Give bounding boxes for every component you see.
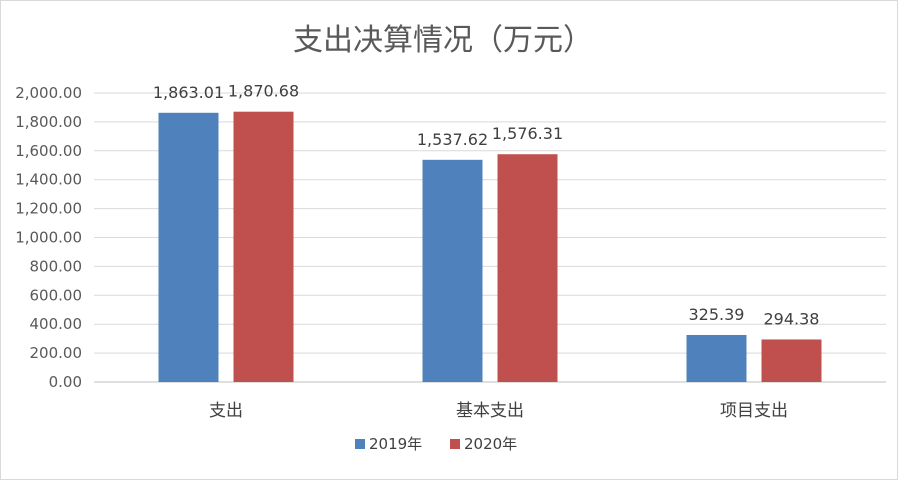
data-labels: 1,863.01 1,870.68 1,537.62 1,576.31 325.39 29… bbox=[153, 82, 820, 329]
data-label: 1,576.31 bbox=[492, 124, 563, 143]
legend: 2019年 2020年 bbox=[355, 435, 517, 453]
data-label: 1,863.01 bbox=[153, 83, 224, 102]
y-tick-label: 600.00 bbox=[30, 286, 83, 304]
legend-swatch bbox=[450, 439, 460, 449]
y-tick-label: 0.00 bbox=[49, 373, 82, 391]
bar-2019年 bbox=[422, 159, 483, 382]
y-tick-label: 400.00 bbox=[30, 315, 83, 333]
bar-2020年 bbox=[233, 111, 294, 382]
data-label: 325.39 bbox=[689, 305, 745, 324]
y-tick-label: 1,600.00 bbox=[15, 142, 82, 160]
data-label: 1,537.62 bbox=[417, 130, 488, 149]
data-label: 1,870.68 bbox=[228, 82, 299, 101]
legend-label: 2019年 bbox=[369, 435, 422, 453]
bar-2020年 bbox=[761, 339, 822, 382]
legend-label: 2020年 bbox=[464, 435, 517, 453]
y-tick-label: 800.00 bbox=[30, 257, 83, 275]
bar-2019年 bbox=[686, 334, 747, 382]
bar-2020年 bbox=[497, 154, 558, 382]
data-label: 294.38 bbox=[764, 309, 820, 328]
bars bbox=[158, 111, 822, 383]
y-tick-label: 1,400.00 bbox=[15, 171, 82, 189]
bar-2019年 bbox=[158, 112, 219, 383]
category-label: 基本支出 bbox=[456, 401, 524, 421]
y-tick-label: 200.00 bbox=[30, 344, 83, 362]
y-tick-label: 1,800.00 bbox=[15, 113, 82, 131]
y-tick-label: 1,000.00 bbox=[15, 229, 82, 247]
category-label: 项目支出 bbox=[720, 401, 788, 421]
category-label: 支出 bbox=[209, 401, 243, 421]
y-tick-label: 1,200.00 bbox=[15, 200, 82, 218]
x-axis-categories: 支出 基本支出 项目支出 bbox=[209, 401, 788, 421]
y-axis-ticks: 0.00 200.00 400.00 600.00 800.00 1,000.00 1,20… bbox=[15, 84, 82, 391]
legend-swatch bbox=[355, 439, 365, 449]
chart-title: 支出决算情况（万元） bbox=[293, 23, 593, 58]
y-tick-label: 2,000.00 bbox=[15, 84, 82, 102]
gridlines bbox=[94, 92, 886, 383]
